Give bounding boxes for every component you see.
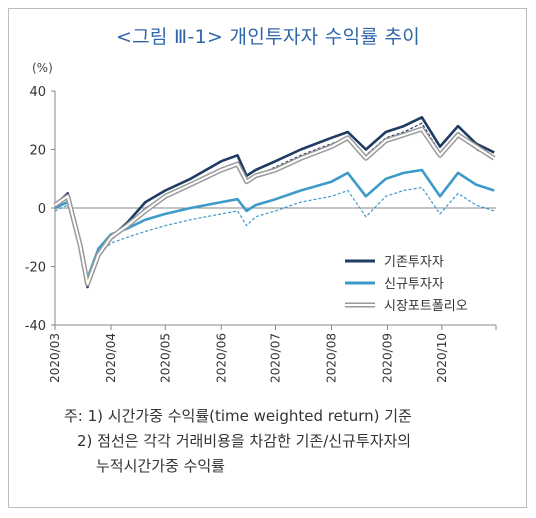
series-line-신규투자자 bbox=[54, 168, 495, 280]
y-tick-label: 40 bbox=[29, 85, 46, 100]
y-tick-label: -40 bbox=[25, 319, 46, 334]
x-tick-label: 2020/08 bbox=[325, 333, 339, 383]
chart-notes: 주: 1) 시간가중 수익률(time weighted return) 기준 … bbox=[64, 404, 412, 479]
series-line-시장포트폴리오-inner bbox=[54, 128, 495, 286]
x-tick-label: 2020/06 bbox=[214, 333, 228, 383]
x-tick-label: 2020/09 bbox=[381, 333, 395, 383]
x-tick-label: 2020/07 bbox=[269, 333, 283, 383]
y-tick-label: -20 bbox=[25, 261, 46, 276]
note-3: 누적시간가중 수익률 bbox=[96, 457, 225, 475]
legend-label: 신규투자자 bbox=[384, 277, 444, 292]
chart-title: <그림 Ⅲ-1> 개인투자자 수익률 추이 bbox=[115, 26, 421, 48]
x-tick-label: 2020/03 bbox=[48, 333, 62, 383]
series-line-dashed-3 bbox=[54, 186, 495, 287]
legend-label: 시장포트폴리오 bbox=[384, 299, 468, 314]
x-tick-label: 2020/10 bbox=[435, 333, 449, 383]
y-tick-label: 0 bbox=[38, 202, 46, 217]
note-1: 주: 1) 시간가중 수익률(time weighted return) 기준 bbox=[64, 407, 412, 425]
note-2: 2) 점선은 각각 거래비용을 차감한 기존/신규투자자의 bbox=[77, 432, 412, 450]
y-tick-label: 20 bbox=[29, 144, 46, 159]
y-unit-label: (%) bbox=[32, 61, 53, 75]
figure-frame bbox=[8, 8, 527, 508]
legend-label: 기존투자자 bbox=[384, 255, 444, 270]
x-tick-label: 2020/05 bbox=[158, 333, 172, 383]
x-tick-label: 2020/04 bbox=[104, 333, 118, 383]
